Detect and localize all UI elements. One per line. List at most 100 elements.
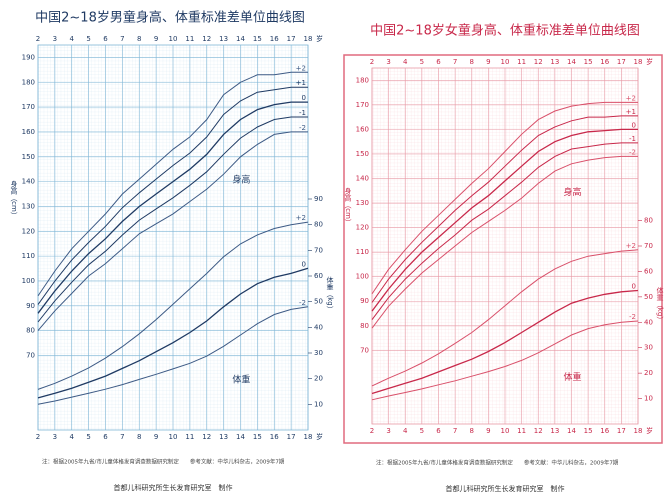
x-tick-label: 12 bbox=[534, 58, 543, 66]
y2-tick-label: 50 bbox=[314, 298, 323, 306]
x-tick-label: 9 bbox=[486, 427, 490, 435]
curve-label: -2 bbox=[299, 299, 306, 307]
x-tick-label: 10 bbox=[169, 35, 178, 43]
x-tick-label: 3 bbox=[386, 58, 390, 66]
y2-tick-label: 50 bbox=[644, 293, 653, 301]
y2-tick-label: 20 bbox=[314, 375, 323, 383]
y2-tick-label: 80 bbox=[644, 217, 653, 225]
x-tick-label: 9 bbox=[154, 433, 158, 441]
y-tick-label: 110 bbox=[22, 252, 35, 260]
curve-label: -2 bbox=[629, 313, 636, 321]
x-tick-label: 8 bbox=[470, 427, 474, 435]
y-tick-label: 100 bbox=[22, 277, 35, 285]
x-tick-label: 3 bbox=[53, 433, 57, 441]
height-label: 身高 bbox=[232, 173, 250, 185]
curve bbox=[37, 267, 309, 399]
y-tick-label: 80 bbox=[360, 322, 369, 330]
x-tick-label: 18 bbox=[304, 35, 313, 43]
curve bbox=[37, 116, 308, 323]
x-tick-label: 12 bbox=[534, 427, 543, 435]
x-tick-label: 17 bbox=[617, 427, 626, 435]
y2-tick-label: 40 bbox=[314, 323, 323, 331]
x-tick-label: 5 bbox=[86, 433, 90, 441]
y-tick-label: 130 bbox=[356, 199, 369, 207]
credit: 首都儿科研究所生长发育研究室 制作 bbox=[446, 484, 565, 493]
x-tick-label: 5 bbox=[420, 427, 424, 435]
credit: 首都儿科研究所生长发育研究室 制作 bbox=[114, 483, 233, 492]
x-tick-label: 10 bbox=[501, 427, 510, 435]
x-tick-label: 15 bbox=[584, 58, 593, 66]
y-axis-label: 身高（cm） bbox=[344, 186, 352, 226]
x-tick-label: 2 bbox=[370, 58, 374, 66]
x-tick-label: 10 bbox=[169, 433, 178, 441]
weight-label: 体重 bbox=[232, 373, 250, 385]
x-tick-label: 18 bbox=[634, 427, 643, 435]
x-tick-label: 16 bbox=[600, 427, 609, 435]
curve-label: 0 bbox=[302, 94, 306, 102]
x-tick-label: 12 bbox=[202, 433, 211, 441]
curve-label: +2 bbox=[296, 64, 306, 72]
curve bbox=[371, 289, 639, 395]
y-tick-label: 90 bbox=[26, 302, 35, 310]
y-tick-label: 100 bbox=[356, 273, 369, 281]
curve bbox=[37, 131, 308, 331]
x-tick-label: 6 bbox=[436, 427, 441, 435]
x-tick-label: 14 bbox=[236, 433, 245, 441]
x-tick-label: 6 bbox=[103, 433, 108, 441]
curve bbox=[37, 71, 308, 297]
y-tick-label: 190 bbox=[22, 53, 35, 61]
curve-label: 0 bbox=[632, 283, 636, 291]
x-axis-label: 岁 bbox=[646, 57, 653, 66]
curve-label: +2 bbox=[626, 94, 636, 102]
curve-label: 0 bbox=[632, 121, 636, 129]
x-tick-label: 9 bbox=[154, 35, 158, 43]
y-tick-label: 120 bbox=[356, 224, 369, 232]
x-tick-label: 13 bbox=[219, 433, 228, 441]
y-tick-label: 130 bbox=[22, 202, 35, 210]
x-tick-label: 7 bbox=[120, 35, 124, 43]
x-tick-label: 14 bbox=[567, 427, 576, 435]
x-tick-label: 11 bbox=[517, 427, 526, 435]
chart-title: 中国2~18岁女童身高、体重标准差单位曲线图 bbox=[370, 23, 640, 39]
x-tick-label: 14 bbox=[236, 35, 245, 43]
x-tick-label: 10 bbox=[501, 58, 510, 66]
x-tick-label: 2 bbox=[36, 35, 40, 43]
x-tick-label: 18 bbox=[634, 58, 643, 66]
x-tick-label: 13 bbox=[550, 58, 559, 66]
x-tick-label: 11 bbox=[185, 35, 194, 43]
curve bbox=[37, 221, 309, 390]
x-tick-label: 5 bbox=[86, 35, 90, 43]
y2-axis-label: 体重（kg） bbox=[326, 275, 334, 312]
x-tick-label: 16 bbox=[600, 58, 609, 66]
curve-label: +2 bbox=[626, 242, 636, 250]
y-tick-label: 140 bbox=[356, 174, 369, 182]
curve-label: +2 bbox=[296, 214, 306, 222]
curve bbox=[371, 155, 638, 329]
curve bbox=[37, 86, 308, 305]
y-tick-label: 140 bbox=[22, 178, 35, 186]
x-tick-label: 7 bbox=[453, 427, 457, 435]
x-tick-label: 8 bbox=[137, 35, 141, 43]
curve bbox=[37, 306, 309, 405]
y-tick-label: 150 bbox=[356, 150, 369, 158]
curve bbox=[371, 142, 638, 321]
x-tick-label: 17 bbox=[287, 433, 296, 441]
x-tick-label: 2 bbox=[370, 427, 374, 435]
x-tick-label: 7 bbox=[453, 58, 457, 66]
y2-axis-label: 体重（kg） bbox=[656, 286, 664, 323]
x-tick-label: 17 bbox=[287, 35, 296, 43]
y-tick-label: 70 bbox=[360, 346, 369, 354]
y-axis-label: 身高（cm） bbox=[10, 179, 18, 219]
y2-tick-label: 20 bbox=[644, 369, 653, 377]
y2-tick-label: 70 bbox=[314, 246, 323, 254]
panel-border bbox=[343, 54, 663, 444]
x-axis-label: 岁 bbox=[316, 34, 323, 43]
y2-tick-label: 70 bbox=[644, 242, 653, 250]
x-tick-label: 3 bbox=[386, 427, 390, 435]
y-tick-label: 180 bbox=[22, 78, 35, 86]
x-tick-label: 12 bbox=[202, 35, 211, 43]
y-tick-label: 170 bbox=[356, 101, 369, 109]
x-tick-label: 14 bbox=[567, 58, 576, 66]
note: 注：根据2005年九省/市儿童体格发育调查数据研究制定 参考文献：中华儿科杂志，… bbox=[42, 458, 285, 466]
curve-label: -1 bbox=[629, 135, 636, 143]
